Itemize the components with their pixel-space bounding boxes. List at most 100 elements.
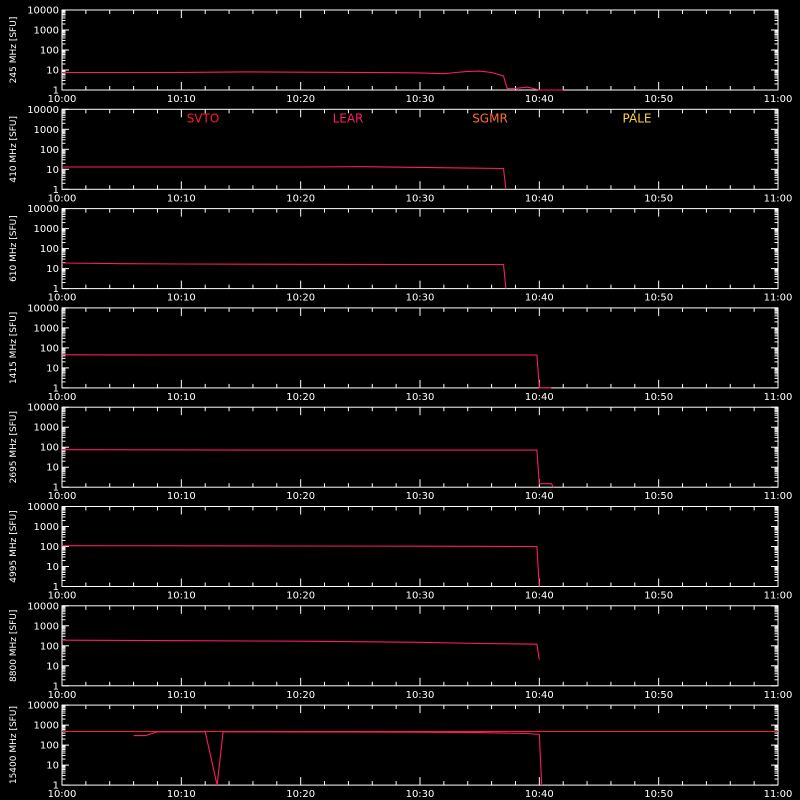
x-tick-label: 10:00 [48, 491, 77, 502]
y-tick-label: 1000 [34, 26, 59, 37]
y-tick-label: 10000 [27, 204, 59, 215]
x-tick-label: 10:50 [644, 193, 673, 204]
x-tick-label: 10:30 [406, 392, 435, 403]
x-tick-label: 10:00 [48, 293, 77, 304]
x-tick-label: 10:20 [286, 193, 315, 204]
x-tick-label: 11:00 [764, 591, 793, 602]
x-tick-label: 11:00 [764, 789, 793, 800]
y-tick-label: 100 [40, 641, 59, 652]
y-tick-label: 1 [53, 681, 59, 692]
x-tick-label: 10:20 [286, 591, 315, 602]
panel-ylabel: 610 MHz [SFU] [9, 215, 19, 282]
panel-ylabel: 15400 MHz [SFU] [9, 706, 19, 784]
y-tick-label: 1000 [34, 323, 59, 334]
x-tick-label: 11:00 [764, 94, 793, 105]
y-tick-label: 1 [53, 284, 59, 295]
y-tick-label: 10 [46, 264, 59, 275]
y-tick-label: 1 [53, 483, 59, 494]
x-tick-label: 10:10 [167, 789, 196, 800]
x-tick-label: 10:10 [167, 193, 196, 204]
series-line-lear [61, 354, 552, 389]
series-line-lear [61, 449, 555, 488]
y-tick-label: 1000 [34, 522, 59, 533]
x-tick-label: 10:40 [525, 690, 554, 701]
x-tick-label: 10:20 [286, 789, 315, 800]
y-tick-label: 10000 [27, 701, 59, 712]
y-tick-label: 1 [53, 781, 59, 792]
x-tick-label: 10:30 [406, 491, 435, 502]
y-tick-label: 10 [46, 165, 59, 176]
x-tick-label: 10:10 [167, 293, 196, 304]
panel-frame [61, 9, 779, 91]
x-tick-label: 10:00 [48, 591, 77, 602]
panel-frame [61, 406, 779, 488]
x-tick-label: 10:50 [644, 392, 673, 403]
y-tick-label: 100 [40, 145, 59, 156]
legend-svto: SVTO [187, 111, 220, 125]
legend-sgmr: SGMR [472, 111, 508, 125]
x-tick-label: 10:50 [644, 293, 673, 304]
panel-frame [61, 704, 779, 786]
x-tick-label: 10:20 [286, 392, 315, 403]
panel-ylabel: 245 MHz [SFU] [9, 17, 19, 84]
x-tick-label: 11:00 [764, 193, 793, 204]
series-line-lear [61, 262, 507, 289]
y-tick-label: 10 [46, 562, 59, 573]
panel-ylabel: 2695 MHz [SFU] [9, 411, 19, 483]
x-tick-label: 10:40 [525, 293, 554, 304]
x-tick-label: 10:40 [525, 193, 554, 204]
y-tick-label: 100 [40, 343, 59, 354]
x-tick-label: 10:30 [406, 690, 435, 701]
y-tick-label: 1000 [34, 224, 59, 235]
x-tick-label: 11:00 [764, 293, 793, 304]
y-tick-label: 1000 [34, 621, 59, 632]
y-tick-label: 10 [46, 661, 59, 672]
x-tick-label: 11:00 [764, 392, 793, 403]
legend-lear: LEAR [333, 111, 364, 125]
x-tick-label: 10:30 [406, 789, 435, 800]
y-tick-label: 1000 [34, 423, 59, 434]
x-tick-label: 10:20 [286, 94, 315, 105]
x-tick-label: 10:50 [644, 789, 673, 800]
x-tick-label: 10:00 [48, 392, 77, 403]
y-tick-label: 10 [46, 463, 59, 474]
panel-ylabel: 1415 MHz [SFU] [9, 312, 19, 384]
x-tick-label: 10:10 [167, 94, 196, 105]
x-tick-label: 10:30 [406, 293, 435, 304]
series-line-lear [133, 731, 543, 786]
panel-frame [61, 605, 779, 687]
y-tick-label: 100 [40, 46, 59, 57]
y-tick-label: 10 [46, 761, 59, 772]
x-tick-label: 10:40 [525, 491, 554, 502]
x-tick-label: 10:30 [406, 591, 435, 602]
y-tick-label: 1 [53, 86, 59, 97]
x-tick-label: 10:10 [167, 392, 196, 403]
y-tick-label: 10000 [27, 502, 59, 513]
x-tick-label: 10:00 [48, 789, 77, 800]
x-tick-label: 11:00 [764, 491, 793, 502]
y-tick-label: 100 [40, 741, 59, 752]
x-tick-label: 10:00 [48, 94, 77, 105]
y-tick-label: 1000 [34, 125, 59, 136]
y-tick-label: 10000 [27, 6, 59, 17]
panel-ylabel: 410 MHz [SFU] [9, 116, 19, 183]
x-tick-label: 10:40 [525, 392, 554, 403]
panel-ylabel: 8800 MHz [SFU] [9, 610, 19, 682]
x-tick-label: 11:00 [764, 690, 793, 701]
x-tick-label: 10:40 [525, 94, 554, 105]
y-tick-label: 100 [40, 542, 59, 553]
x-tick-label: 10:30 [406, 193, 435, 204]
y-tick-label: 100 [40, 443, 59, 454]
panel-ylabel: 4995 MHz [SFU] [9, 510, 19, 582]
y-tick-label: 10 [46, 66, 59, 77]
x-tick-label: 10:50 [644, 94, 673, 105]
x-tick-label: 10:10 [167, 491, 196, 502]
y-tick-label: 100 [40, 244, 59, 255]
x-tick-label: 10:10 [167, 690, 196, 701]
series-line-lear [61, 639, 540, 660]
y-tick-label: 10000 [27, 403, 59, 414]
x-tick-label: 10:10 [167, 591, 196, 602]
panel-frame [61, 307, 779, 389]
series-line-lear [61, 545, 540, 587]
panel-frame [61, 208, 779, 290]
